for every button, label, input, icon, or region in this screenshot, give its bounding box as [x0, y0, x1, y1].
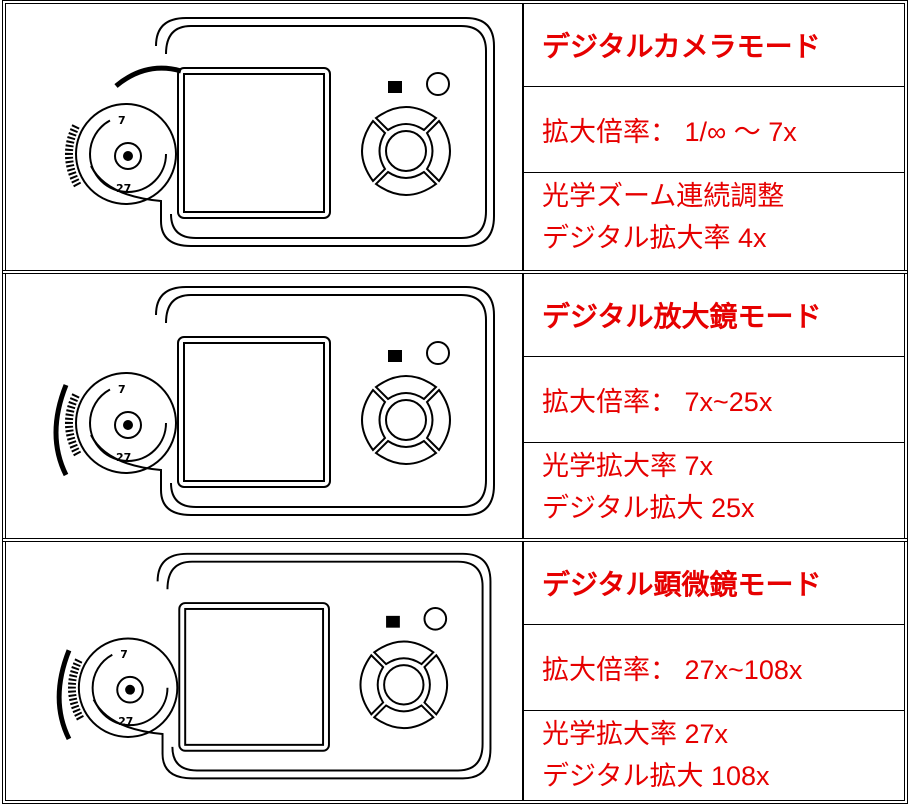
- right-button: [425, 119, 451, 183]
- left-button: [359, 653, 385, 716]
- screen-inner: [183, 73, 325, 213]
- zoom-dial: [75, 103, 177, 205]
- detail-line: 光学ズーム連続調整: [542, 181, 785, 211]
- illustration-cell: 7 27: [6, 4, 524, 270]
- dial-label-far: 27: [118, 715, 133, 728]
- illustration-cell: 7 27: [6, 274, 524, 538]
- magnification: 拡大倍率： 7x~25x: [524, 356, 904, 442]
- down-button: [374, 439, 438, 465]
- details: 光学拡大率 7x デジタル拡大 25x: [524, 442, 904, 538]
- magnification: 拡大倍率： 1/∞ ～ 7x: [524, 86, 904, 172]
- zoom-dial-inner: [91, 649, 169, 727]
- mode-icon: [388, 81, 402, 93]
- dial-teeth: [64, 393, 82, 457]
- dial-dot: [123, 151, 133, 161]
- device-body-inner: [165, 25, 487, 239]
- detail-line: デジタル拡大 108x: [542, 761, 770, 791]
- detail-line: 光学拡大率 27x: [542, 719, 729, 749]
- dial-label-near: 7: [120, 648, 128, 661]
- arrow: [114, 65, 182, 88]
- dial-label-near: 7: [118, 383, 126, 396]
- mode-icon: [388, 350, 402, 362]
- arrow: [53, 384, 69, 477]
- zoom-dial: [77, 637, 179, 738]
- mode-title: デジタル放大鏡モード: [542, 301, 822, 332]
- dial-label-far: 27: [116, 451, 131, 464]
- device-body: [90, 17, 495, 247]
- mode-cell: デジタルカメラモード 拡大倍率： 1/∞ ～ 7x 光学ズーム連続調整 デジタル拡大率…: [524, 4, 904, 270]
- magnification: 拡大倍率： 27x~108x: [524, 624, 904, 710]
- device-illustration: 7 27: [53, 286, 495, 516]
- dial-teeth: [64, 124, 82, 188]
- dial-center: [114, 142, 142, 170]
- screen: [177, 67, 331, 219]
- dial-center: [116, 675, 144, 704]
- right-button: [425, 388, 451, 452]
- details: 光学拡大率 27x デジタル拡大 108x: [524, 710, 904, 800]
- mode-cell: デジタル放大鏡モード拡大倍率： 7x~25x 光学拡大率 7x デジタル拡大 25x: [524, 274, 904, 538]
- zoom-dial-inner: [89, 115, 167, 193]
- up-button: [374, 375, 438, 401]
- dial-center: [114, 411, 142, 439]
- dial-label-near: 7: [118, 114, 126, 127]
- details: 光学ズーム連続調整 デジタル拡大率 4x: [524, 172, 904, 270]
- device-body: [90, 286, 495, 516]
- dial-label-far: 27: [116, 182, 131, 195]
- ok-button: [385, 130, 427, 172]
- left-button: [361, 119, 387, 183]
- device-body-inner: [166, 560, 484, 772]
- mode-cell: デジタル顕微鏡モード拡大倍率： 27x~108x 光学拡大率 27x デジタル拡大 …: [524, 542, 904, 800]
- table-row: 7 27 デジタル放大鏡モード拡大倍率： 7x~25x 光学拡大率 7x デジタル拡大 …: [2, 270, 908, 542]
- dial-dot: [125, 684, 135, 695]
- mode-icon: [386, 615, 400, 628]
- device-body-inner: [165, 294, 487, 508]
- power-button: [423, 606, 448, 631]
- power-button: [426, 72, 450, 96]
- arrow: [56, 649, 72, 741]
- left-button: [361, 388, 387, 452]
- ok-button: [385, 399, 427, 441]
- zoom-dial: [75, 372, 177, 474]
- table-row: 7 27 デジタルカメラモード 拡大倍率： 1/∞ ～ 7x 光学ズーム連続調整 デジタル…: [2, 0, 908, 274]
- detail-line: 光学拡大率 7x: [542, 451, 714, 481]
- device-illustration: 7 27: [56, 552, 492, 780]
- up-button: [372, 640, 435, 666]
- device-illustration: 7 27: [64, 17, 495, 247]
- detail-line: デジタル拡大率 4x: [542, 223, 767, 253]
- screen: [178, 602, 330, 752]
- illustration-cell: 7 27: [6, 542, 524, 800]
- device-body: [92, 552, 492, 780]
- up-button: [374, 106, 438, 132]
- screen: [177, 336, 331, 488]
- down-button: [374, 170, 438, 196]
- detail-line: デジタル拡大 25x: [542, 493, 755, 523]
- right-button: [423, 653, 448, 716]
- mode-title: デジタル顕微鏡モード: [542, 569, 822, 600]
- ok-button: [383, 664, 425, 706]
- dial-teeth: [67, 658, 85, 722]
- power-button: [426, 341, 450, 365]
- table-row: 7 27 デジタル顕微鏡モード 拡大倍率： 27x~108x 光学拡大率 27x デジタル…: [2, 538, 908, 804]
- screen-inner: [183, 342, 325, 482]
- down-button: [372, 704, 435, 729]
- zoom-dial-inner: [89, 384, 167, 462]
- mode-title: デジタルカメラモード: [542, 31, 821, 62]
- screen-inner: [184, 607, 325, 746]
- dial-dot: [123, 420, 133, 430]
